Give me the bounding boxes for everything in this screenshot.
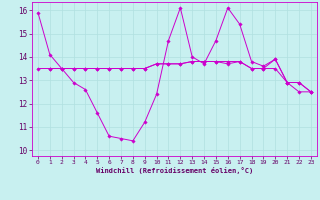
X-axis label: Windchill (Refroidissement éolien,°C): Windchill (Refroidissement éolien,°C) xyxy=(96,167,253,174)
